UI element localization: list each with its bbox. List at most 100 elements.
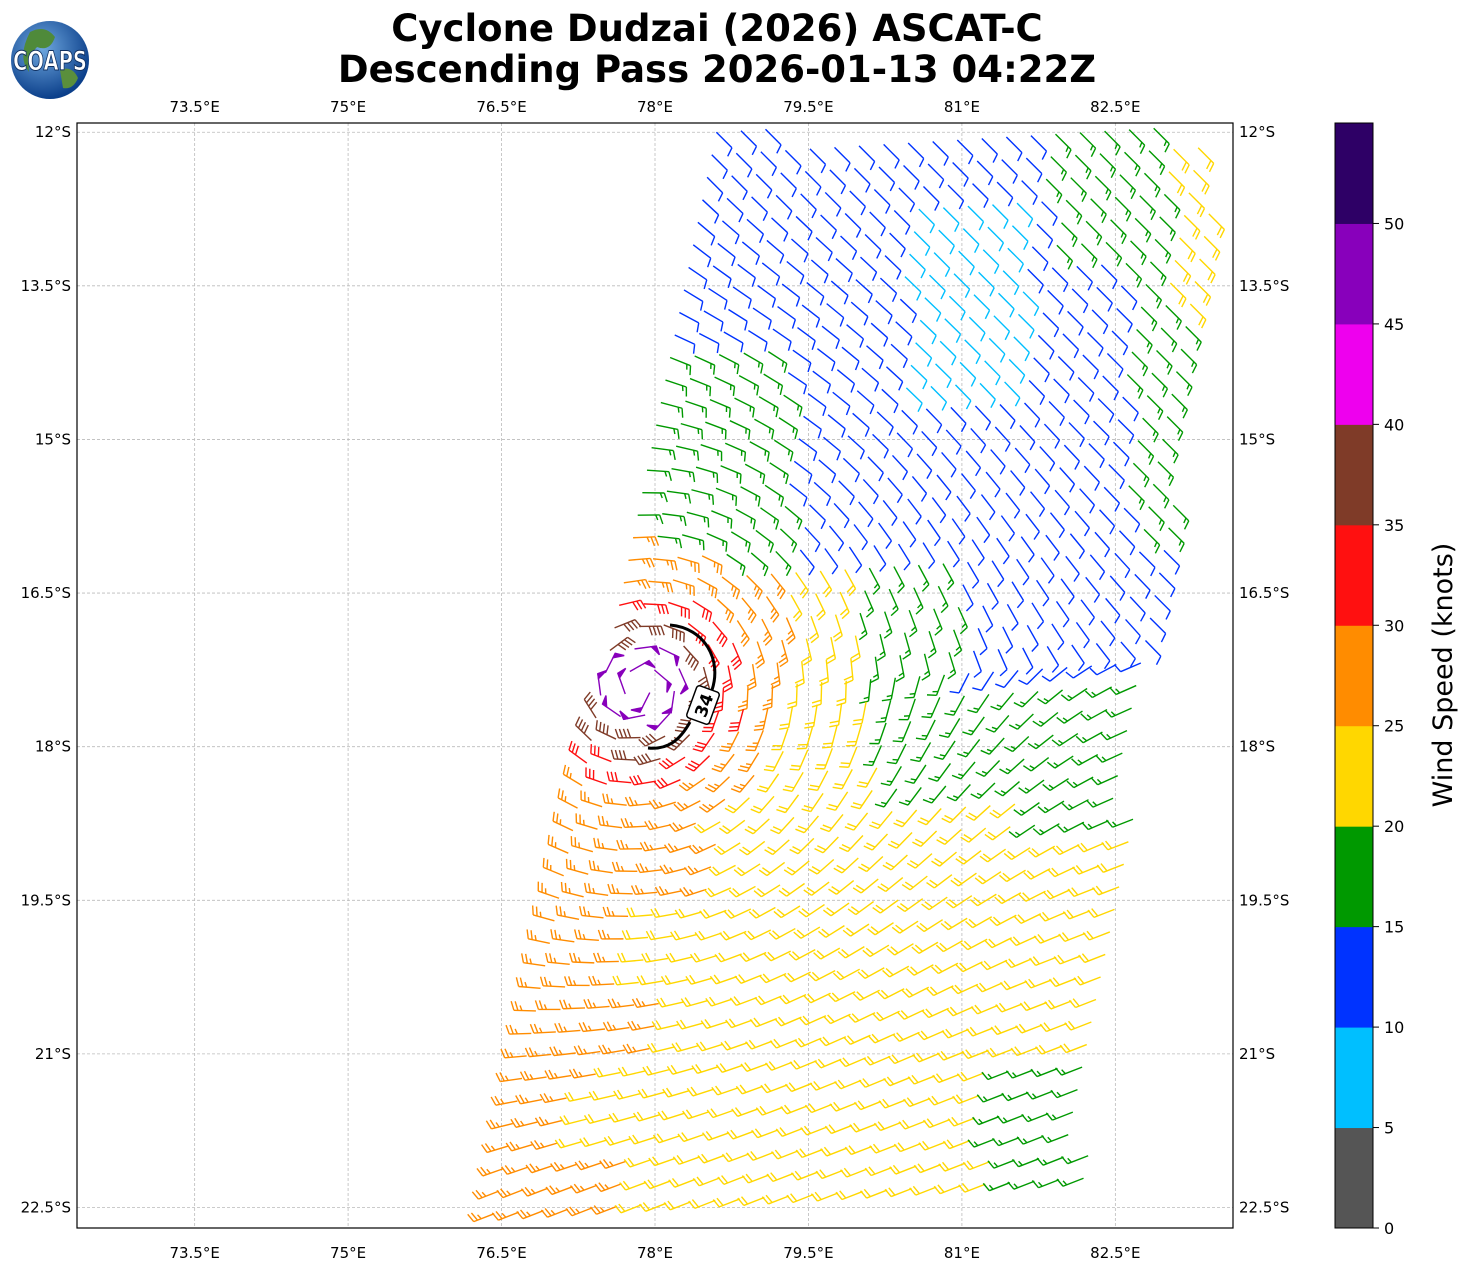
- wind-barb: [962, 228, 980, 254]
- wind-barb: [520, 1186, 549, 1197]
- wind-barb: [559, 1115, 587, 1126]
- wind-barb: [739, 951, 767, 963]
- wind-barb: [1065, 555, 1080, 582]
- wind-barb: [491, 1210, 520, 1221]
- wind-barb: [882, 854, 908, 871]
- wind-barb: [968, 316, 986, 342]
- wind-barb: [1054, 133, 1072, 159]
- wind-barb: [657, 535, 683, 549]
- wind-barb: [1125, 618, 1141, 645]
- wind-barb: [763, 950, 791, 962]
- wind-barb: [1041, 201, 1058, 227]
- wind-barb: [740, 1062, 768, 1072]
- lat-tick-label-left: 21°S: [35, 1045, 71, 1063]
- wind-barb: [1043, 889, 1071, 900]
- wind-barb: [682, 534, 705, 551]
- wind-barb: [1065, 665, 1093, 679]
- wind-barb: [931, 497, 947, 524]
- wind-barb: [1132, 462, 1150, 488]
- wind-barb: [972, 650, 982, 678]
- wind-barb: [819, 570, 833, 598]
- wind-barb: [1027, 268, 1044, 294]
- wind-barb: [515, 1094, 543, 1105]
- wind-barb: [602, 1021, 630, 1032]
- wind-barb: [723, 908, 752, 919]
- wind-barb: [1143, 172, 1161, 198]
- wind-barb: [989, 914, 1017, 927]
- wind-barb: [928, 763, 952, 782]
- colorbar-tick-label: 30: [1384, 616, 1404, 635]
- wind-barb: [903, 1097, 931, 1108]
- wind-barb: [944, 318, 962, 343]
- wind-barb: [996, 537, 1010, 565]
- wind-barb: [590, 744, 612, 763]
- wind-barb: [648, 580, 674, 593]
- wind-barb: [1025, 513, 1040, 540]
- wind-barb: [881, 388, 899, 414]
- wind-barb: [927, 631, 937, 659]
- wind-barb: [764, 484, 785, 507]
- wind-barb: [1086, 331, 1104, 357]
- wind-barb: [858, 856, 884, 873]
- wind-barbs: [467, 127, 1226, 1223]
- wind-barb: [956, 495, 971, 522]
- wind-barb: [773, 439, 794, 462]
- wind-barb: [603, 1135, 632, 1146]
- wind-barb: [843, 1034, 871, 1045]
- wind-barb: [1156, 350, 1173, 375]
- wind-barb: [659, 864, 687, 875]
- wind-barb: [1016, 558, 1030, 586]
- wind-barb: [634, 645, 661, 656]
- lat-tick-label-left: 19.5°S: [21, 891, 71, 909]
- wind-barb: [909, 253, 926, 279]
- wind-barb: [648, 799, 676, 810]
- wind-barb: [814, 1058, 842, 1069]
- wind-barb: [803, 992, 831, 1004]
- wind-barb: [1082, 354, 1100, 380]
- wind-barb: [835, 258, 853, 283]
- wind-barb: [783, 971, 811, 983]
- wind-barb: [960, 473, 976, 499]
- wind-barb: [1057, 355, 1075, 381]
- wind-barb: [912, 1052, 940, 1063]
- wind-barb: [665, 379, 688, 397]
- wind-barb: [969, 893, 997, 907]
- wind-barb: [732, 286, 752, 309]
- wind-barb: [726, 553, 746, 576]
- lat-tick-label-left: 16.5°S: [21, 584, 71, 602]
- wind-barb: [996, 181, 1014, 207]
- wind-barb: [775, 1127, 804, 1137]
- wind-barb: [1163, 549, 1181, 575]
- wind-barb: [852, 989, 880, 1001]
- wind-barb: [683, 865, 712, 876]
- wind-barb: [769, 462, 789, 485]
- wind-barb: [897, 543, 911, 571]
- wind-barb: [832, 769, 853, 790]
- wind-barb: [1015, 1023, 1043, 1034]
- wind-barb: [1076, 265, 1094, 291]
- wind-barb: [1072, 864, 1100, 875]
- wind-barb: [998, 292, 1015, 318]
- wind-barb: [832, 968, 861, 981]
- wind-barb: [1050, 1088, 1078, 1099]
- wind-barb: [670, 930, 698, 941]
- wind-barb: [917, 1030, 945, 1041]
- wind-barb: [1146, 395, 1164, 420]
- wind-barb: [907, 498, 922, 525]
- wind-barb: [1114, 196, 1132, 222]
- wind-barb: [1030, 135, 1048, 160]
- wind-barb: [729, 420, 751, 440]
- wind-barb: [950, 406, 967, 433]
- wind-barb: [1045, 534, 1060, 561]
- lat-tick-label-right: 22.5°S: [1239, 1199, 1289, 1217]
- wind-barb: [597, 669, 607, 696]
- wind-barb: [907, 142, 925, 168]
- wind-barb: [743, 352, 764, 374]
- wind-barb: [1130, 240, 1147, 266]
- wind-barb: [1057, 821, 1085, 833]
- wind-barb: [568, 740, 588, 764]
- wind-barb: [1095, 643, 1111, 670]
- wind-barb: [550, 929, 575, 943]
- wind-barb: [972, 671, 995, 691]
- wind-barb: [599, 1159, 627, 1169]
